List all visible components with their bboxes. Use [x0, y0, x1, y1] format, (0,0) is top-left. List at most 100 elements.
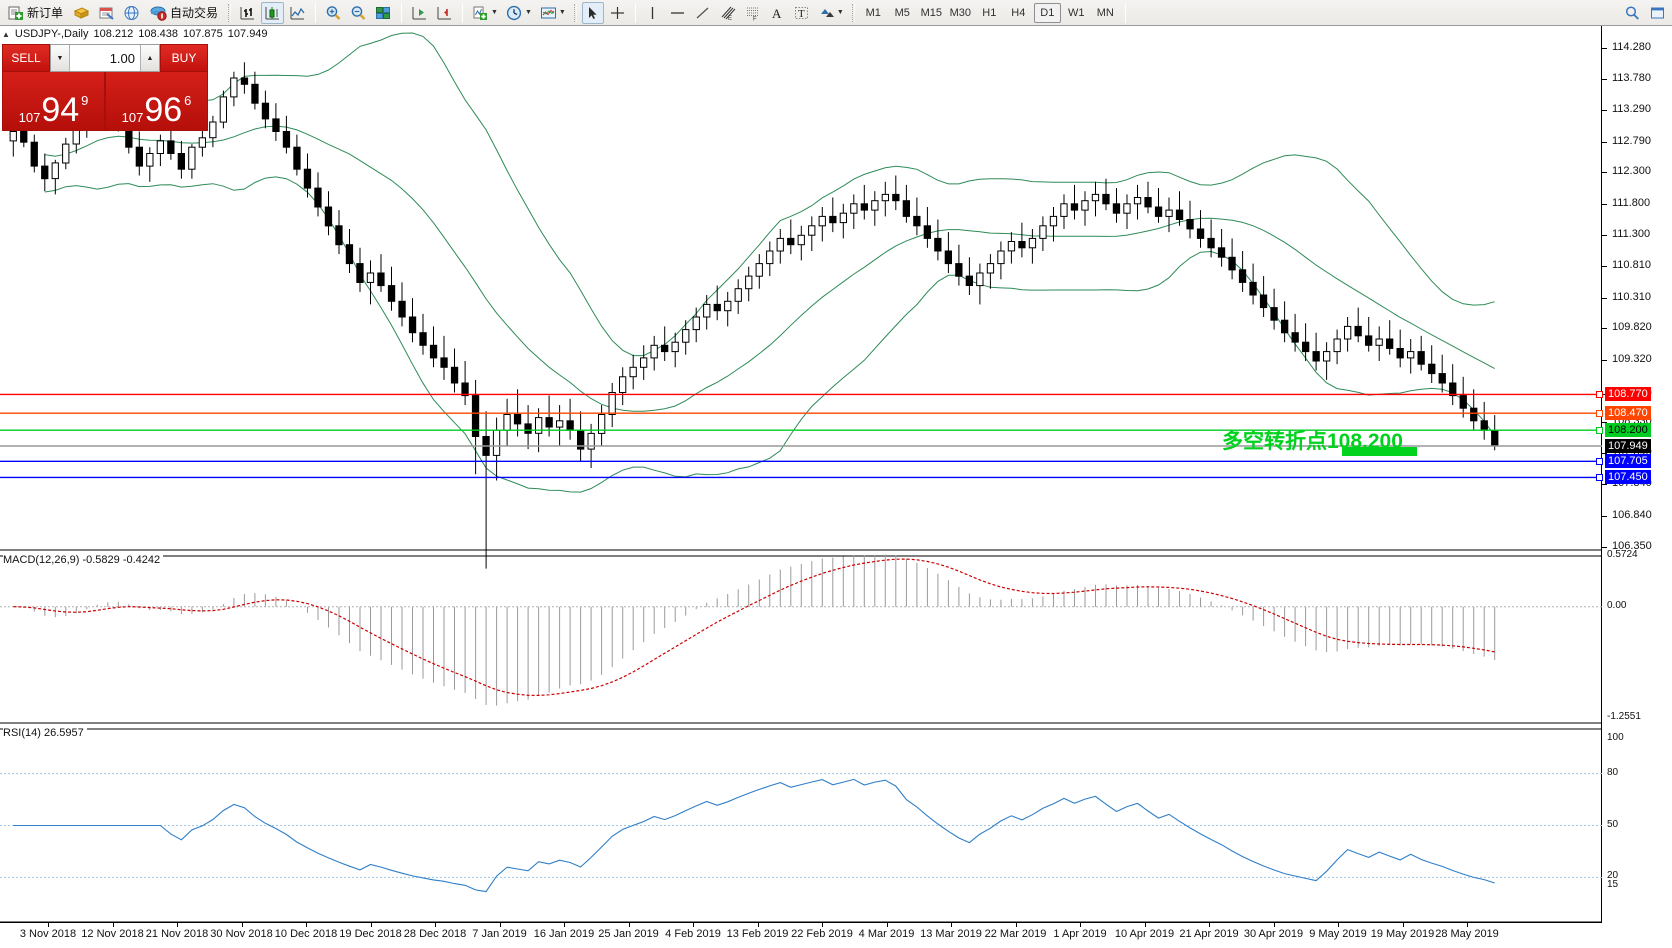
auto-trading-icon [150, 6, 167, 21]
text-label-button[interactable]: A [766, 2, 788, 24]
price-line-handle[interactable] [1596, 409, 1603, 417]
time-tick [822, 923, 823, 927]
chart-area[interactable]: ▲ USDJPY-,Daily 108.212 108.438 107.875 … [0, 26, 1672, 948]
volume-decrease-icon[interactable]: ▼ [51, 45, 70, 71]
buy-button[interactable]: BUY [160, 44, 208, 72]
time-tick [628, 923, 630, 927]
chevron-down-icon[interactable]: ▼ [491, 9, 498, 16]
shift-start-button[interactable] [408, 2, 431, 24]
timeframe-h4[interactable]: H4 [1011, 6, 1026, 19]
ohlc-open: 108.212 [93, 28, 134, 40]
price-line-label[interactable]: 107.949 [1605, 439, 1651, 453]
timeframe-mn[interactable]: MN [1096, 6, 1114, 19]
price-line-handle[interactable] [1596, 457, 1603, 465]
candle-chart-button[interactable] [261, 1, 285, 24]
add-indicator-icon [473, 6, 488, 20]
price-tick [1602, 110, 1607, 112]
fullscreen-icon [1651, 7, 1664, 18]
time-tick [370, 923, 372, 927]
shift-end-button[interactable] [433, 2, 456, 24]
price-line-label[interactable]: 108.770 [1605, 387, 1651, 402]
horizontal-line-button[interactable] [666, 2, 689, 24]
volume-value[interactable]: 1.00 [70, 45, 140, 71]
price-line-handle[interactable] [1596, 426, 1603, 434]
price-axis[interactable]: 114.280 113.780 113.290 112.790 112.300 111.8… [1596, 26, 1672, 948]
chevron-down-icon-3[interactable]: ▼ [558, 9, 566, 16]
tile-windows-button[interactable] [372, 2, 395, 24]
data-window-button[interactable] [95, 2, 118, 24]
shift-end-icon [437, 6, 452, 19]
sell-button[interactable]: SELL [2, 44, 50, 72]
zoom-out-button[interactable] [347, 2, 370, 24]
shapes-button[interactable]: ▼ [815, 2, 847, 24]
price-line-handle[interactable] [1596, 473, 1603, 481]
search-button[interactable] [1621, 2, 1644, 24]
price-line-label[interactable]: 107.450 [1605, 470, 1651, 485]
cursor-button[interactable] [581, 1, 604, 24]
price-tick-label: 106.350 [1612, 539, 1652, 552]
symbol-label: USDJPY-,Daily [14, 28, 89, 40]
templates-button[interactable]: ▼ [537, 2, 569, 24]
price-tick [1602, 266, 1607, 268]
price-line-handle[interactable] [1596, 390, 1603, 398]
collapse-triangle-icon[interactable]: ▲ [2, 29, 10, 39]
new-order-button[interactable]: 新订单 [3, 2, 68, 24]
price-line-label[interactable]: 108.200 [1605, 423, 1651, 438]
network-button[interactable] [120, 2, 143, 24]
expert-advisor-button[interactable] [70, 2, 93, 24]
timeframe-h1[interactable]: H1 [982, 6, 997, 19]
time-axis[interactable]: 3 Nov 2018 12 Nov 2018 21 Nov 2018 30 Nov 2… [0, 922, 1602, 948]
time-tick-label: 19 May 2019 [1370, 928, 1435, 940]
rsi-axis-label: 100 [1607, 732, 1624, 743]
time-tick [886, 923, 888, 927]
time-tick-label: 3 Nov 2018 [19, 928, 77, 940]
time-tick-label: 10 Apr 2019 [1114, 928, 1175, 940]
one-click-trading-panel[interactable]: SELL ▼ 1.00 ▲ BUY 107 94 9 107 96 6 [2, 44, 208, 131]
vertical-line-button[interactable] [642, 2, 664, 24]
time-tick [499, 923, 501, 927]
macd-axis-label: 0.00 [1607, 599, 1627, 611]
search-icon [1625, 5, 1639, 20]
volume-increase-icon[interactable]: ▲ [140, 45, 159, 71]
timeframe-m5[interactable]: M5 [894, 6, 910, 19]
price-tick [1602, 203, 1607, 205]
volume-stepper[interactable]: ▼ 1.00 ▲ [50, 44, 160, 72]
equidistant-channel-button[interactable]: E [716, 2, 739, 24]
time-tick-label: 28 Dec 2018 [403, 928, 467, 940]
text-box-button[interactable]: T [790, 2, 813, 24]
chevron-down-icon-4[interactable]: ▼ [836, 9, 844, 16]
auto-trading-button[interactable]: 自动交易 [145, 2, 223, 24]
timeframe-d1[interactable]: D1 [1033, 2, 1061, 23]
bar-chart-button[interactable] [236, 2, 259, 24]
price-tick [1602, 47, 1607, 49]
line-chart-button[interactable] [286, 2, 309, 24]
fullscreen-button[interactable] [1646, 2, 1669, 24]
time-tick [177, 923, 178, 927]
time-tick-label: 4 Mar 2019 [858, 928, 915, 940]
zoom-in-button[interactable] [322, 2, 345, 24]
crosshair-button[interactable] [606, 2, 629, 24]
buy-price-big: 96 [144, 91, 183, 129]
chevron-down-icon-2[interactable]: ▼ [524, 9, 532, 16]
period-button[interactable]: ▼ [503, 2, 535, 24]
timeframe-w1[interactable]: W1 [1068, 6, 1085, 19]
add-indicator-button[interactable]: ▼ [469, 2, 501, 24]
price-tick [1602, 484, 1607, 486]
time-tick-label: 4 Feb 2019 [665, 928, 721, 940]
buy-price[interactable]: 107 96 6 [105, 72, 208, 131]
time-tick-label: 21 Apr 2019 [1179, 928, 1239, 940]
sell-price[interactable]: 107 94 9 [2, 72, 105, 131]
timeframe-m15[interactable]: M15 [920, 6, 942, 19]
timeframe-m30[interactable]: M30 [949, 6, 971, 19]
timeframe-m1[interactable]: M1 [865, 6, 881, 19]
price-tick-label: 113.780 [1612, 72, 1651, 85]
price-line-label[interactable]: 107.705 [1605, 454, 1651, 469]
fibonacci-button[interactable]: F [741, 2, 764, 24]
price-tick [1602, 328, 1607, 330]
candle-chart-icon [265, 6, 280, 19]
trendline-button[interactable] [691, 2, 714, 24]
price-line-label[interactable]: 108.470 [1605, 406, 1651, 421]
shapes-icon [820, 8, 834, 17]
time-tick [1209, 923, 1210, 927]
price-tick [1602, 422, 1607, 424]
